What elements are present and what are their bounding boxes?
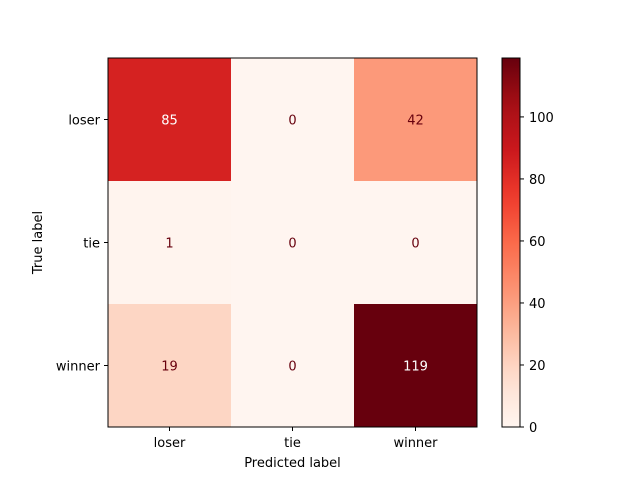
heatmap-cell	[354, 181, 478, 305]
cell-value-label: 0	[288, 114, 296, 129]
heatmap-cell	[108, 304, 232, 428]
colorbar-tick-label: 40	[529, 297, 546, 312]
x-axis-label: Predicted label	[244, 456, 341, 471]
heatmap-cell	[231, 181, 355, 305]
cell-value-label: 0	[411, 237, 419, 252]
cell-value-label: 0	[288, 360, 296, 375]
cell-value-label: 0	[288, 237, 296, 252]
y-tick-label: winner	[56, 360, 101, 375]
y-tick-label: tie	[83, 237, 100, 252]
colorbar-tick-label: 0	[529, 421, 537, 436]
heatmap-cell	[354, 304, 478, 428]
cell-value-label: 119	[403, 360, 428, 375]
colorbar	[501, 57, 521, 428]
x-axis: loser tie winner	[154, 427, 438, 451]
colorbar-tick-label: 20	[529, 359, 546, 374]
x-tick-label: tie	[284, 436, 301, 451]
y-axis-label: True label	[31, 211, 46, 275]
y-axis: loser tie winner	[56, 114, 108, 375]
x-tick-label: loser	[154, 436, 186, 451]
heatmap-cell	[354, 58, 478, 182]
heatmap-cell	[108, 181, 232, 305]
y-tick-label: loser	[68, 114, 100, 129]
cell-value-label: 42	[407, 114, 424, 129]
cell-value-label: 1	[165, 237, 173, 252]
colorbar-axis: 0 20 40 60 80 100	[520, 111, 554, 436]
colorbar-tick-label: 60	[529, 235, 546, 250]
cell-value-label: 19	[161, 360, 178, 375]
cell-value-label: 85	[161, 114, 178, 129]
colorbar-tick-label: 80	[529, 173, 546, 188]
colorbar-tick-label: 100	[529, 111, 554, 126]
heatmap-cells: 85 0 42 1 0 0 19 0 119	[108, 58, 478, 428]
x-tick-label: winner	[393, 436, 438, 451]
heatmap-cell	[231, 58, 355, 182]
heatmap-cell	[108, 58, 232, 182]
heatmap-cell	[231, 304, 355, 428]
